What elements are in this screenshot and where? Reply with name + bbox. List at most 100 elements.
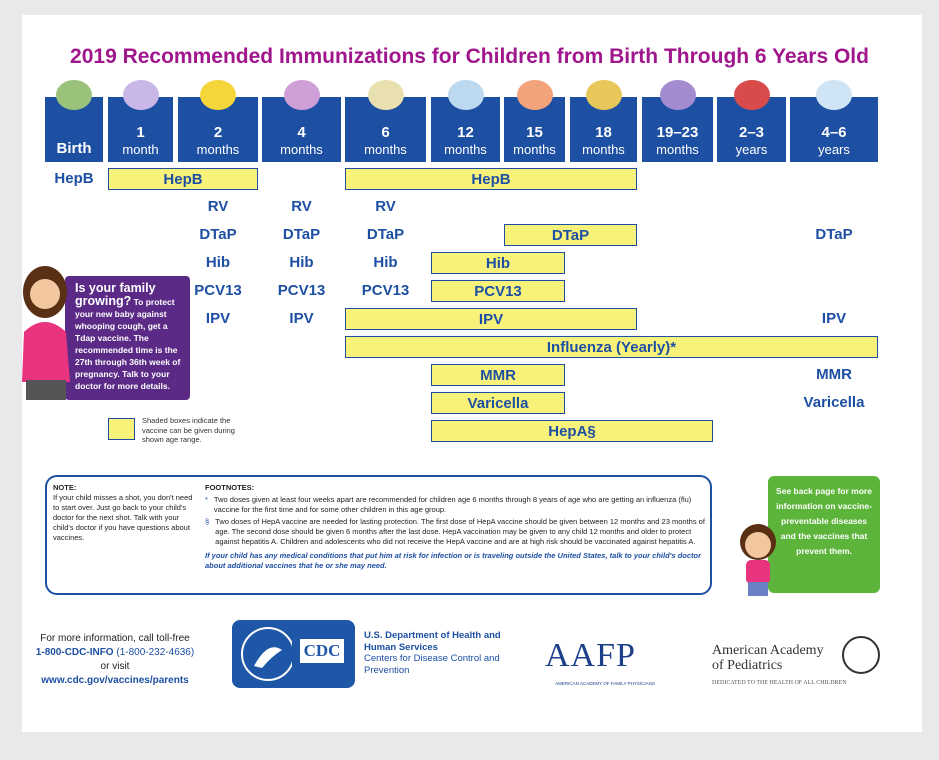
age-number: 6	[381, 124, 390, 141]
age-number: 4	[297, 124, 306, 141]
age-unit: months	[364, 142, 407, 157]
age-icon	[283, 80, 320, 110]
vaccine-bar: HepA§	[431, 420, 713, 442]
age-unit: month	[122, 142, 159, 157]
vaccine-bar: HepB	[108, 168, 258, 190]
age-icon	[585, 80, 622, 110]
vaccine-label: Hib	[289, 254, 314, 271]
vaccine-label: PCV13	[361, 282, 410, 299]
cdc-name: Centers for Disease Control and Preventi…	[364, 653, 500, 676]
age-column-header: 6 months	[345, 97, 426, 162]
vaccine-label: Varicella	[803, 394, 865, 411]
callout-text: To protect your new baby against whoopin…	[75, 297, 181, 391]
age-number: 2–3	[738, 124, 765, 141]
title: 2019 Recommended Immunizations for Child…	[70, 45, 869, 68]
vaccine-label: RV	[375, 198, 396, 215]
age-column-header: 2 months	[178, 97, 258, 162]
age-number: 1	[136, 124, 145, 141]
note-heading: NOTE:	[53, 483, 77, 492]
vaccine-label: IPV	[205, 310, 231, 327]
vaccine-label: IPV	[289, 310, 314, 327]
callout: Is your family growing? To protect your …	[65, 276, 190, 400]
contact: For more information, call toll-free 1-8…	[30, 632, 200, 688]
note: NOTE: If your child misses a shot, you d…	[53, 483, 193, 543]
age-icon	[733, 80, 770, 110]
notes-box: NOTE: If your child misses a shot, you d…	[45, 475, 712, 595]
aafp-name: AMERICAN ACADEMY OF FAMILY PHYSICIANS	[555, 681, 655, 686]
footnotes: FOOTNOTES: * Two doses given at least fou…	[205, 483, 705, 571]
legend-swatch	[108, 418, 135, 440]
vaccine-label: DTaP	[366, 226, 405, 243]
age-icon	[447, 80, 484, 110]
side-note: See back page for more information on va…	[768, 476, 880, 593]
callout-heading: Is your family growing?	[75, 281, 156, 308]
footnote-emphasis: If your child has any medical conditions…	[205, 551, 702, 570]
age-icon	[516, 80, 553, 110]
age-column-header: 18 months	[570, 97, 637, 162]
hhs-text: U.S. Department of Health and Human Serv…	[364, 630, 514, 676]
footnote: * Two doses given at least four weeks apa…	[205, 495, 705, 515]
vaccine-label: RV	[291, 198, 312, 215]
age-column-header: 15 months	[504, 97, 565, 162]
age-unit: months	[582, 142, 625, 157]
vaccine-label: MMR	[816, 366, 852, 383]
age-unit: months	[280, 142, 323, 157]
cdc-mark: CDC	[300, 639, 344, 663]
vaccine-label: DTaP	[282, 226, 321, 243]
age-unit: months	[196, 142, 240, 157]
age-icon	[122, 80, 159, 110]
vaccine-bar: Hib	[431, 252, 565, 274]
age-number: 18	[595, 124, 612, 141]
footnote-text: Two doses given at least four weeks apar…	[213, 495, 692, 514]
vaccine-label: DTaP	[815, 226, 853, 243]
age-icon	[659, 80, 696, 110]
hhs-name: U.S. Department of Health and Human Serv…	[364, 630, 501, 653]
footnotes-heading: FOOTNOTES:	[205, 483, 255, 492]
vaccine-label: PCV13	[194, 282, 242, 299]
age-label: Birth	[56, 140, 92, 157]
age-number: 15	[526, 124, 543, 141]
footnote-symbol: *	[205, 495, 208, 504]
vaccine-bar: Varicella	[431, 392, 565, 414]
age-number: 4–6	[821, 124, 847, 141]
age-number: 2	[213, 124, 223, 141]
aap-name: American Academy of Pediatrics	[712, 643, 824, 673]
aap-tagline: DEDICATED TO THE HEALTH OF ALL CHILDREN	[712, 680, 847, 686]
age-icon	[367, 80, 404, 110]
legend-text: Shaded boxes indicate the vaccine can be…	[142, 416, 235, 444]
vaccine-label: DTaP	[199, 226, 237, 243]
vaccine-bar: HepB	[345, 168, 637, 190]
footnote: § Two doses of HepA vaccine are needed fo…	[205, 517, 705, 547]
vaccine-label: Hib	[205, 254, 231, 271]
vaccine-bar: Influenza (Yearly)*	[345, 336, 878, 358]
hhs-seal	[241, 627, 295, 681]
contact-intro: For more information, call toll-free	[40, 633, 190, 644]
age-unit: months	[656, 142, 699, 157]
aafp-logo: AAFP	[545, 637, 636, 674]
contact-or: or visit	[100, 661, 130, 672]
vaccine-bar: DTaP	[504, 224, 637, 246]
age-unit: years	[818, 142, 850, 157]
vaccine-label: RV	[207, 198, 229, 215]
vaccine-label: HepB	[54, 170, 94, 187]
vaccine-label: PCV13	[277, 282, 326, 299]
mother-illustration	[22, 266, 70, 400]
vaccine-label: IPV	[821, 310, 847, 327]
aap-seal	[842, 636, 880, 674]
footnote-symbol: §	[205, 517, 210, 526]
vaccine-bar: PCV13	[431, 280, 565, 302]
age-unit: months	[444, 142, 487, 157]
age-icon	[56, 80, 92, 110]
age-number: 19–23	[656, 124, 699, 141]
age-icon	[200, 80, 236, 110]
child-illustration	[740, 524, 776, 596]
age-unit: years	[735, 142, 768, 157]
url[interactable]: www.cdc.gov/vaccines/parents	[41, 675, 189, 686]
phone-digits: (1-800-232-4636)	[116, 647, 195, 658]
phone[interactable]: 1-800-CDC-INFO	[35, 647, 114, 658]
vaccine-bar: MMR	[431, 364, 565, 386]
vaccine-label: Hib	[373, 254, 398, 271]
footnote-text: Two doses of HepA vaccine are needed for…	[215, 517, 705, 546]
vaccine-bar: IPV	[345, 308, 637, 330]
